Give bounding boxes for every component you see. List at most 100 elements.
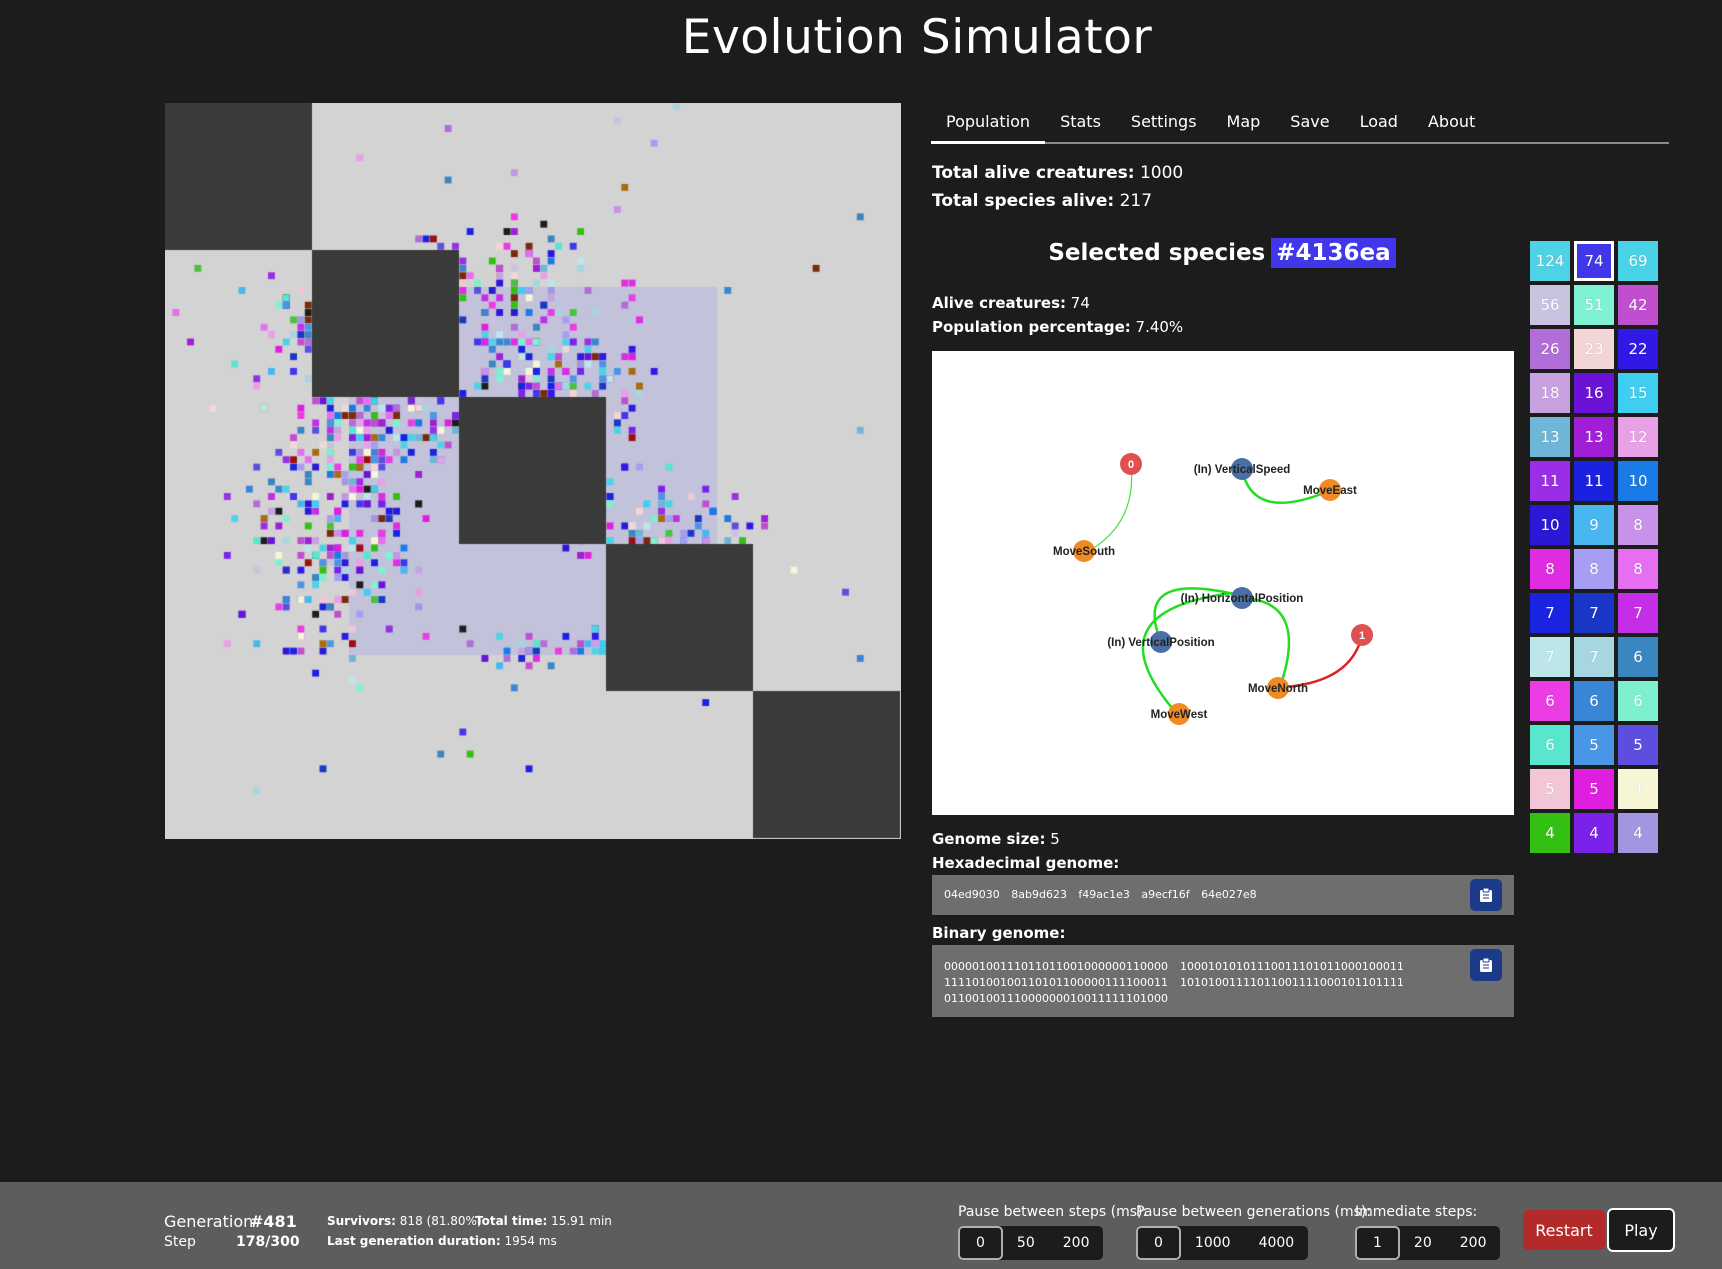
species-swatch[interactable]: 8 [1574,549,1614,589]
species-swatch[interactable]: 7 [1530,637,1570,677]
copy-binary-button[interactable] [1470,949,1502,981]
graph-node-label: MoveNorth [1248,683,1308,695]
population-percentage-stat: Population percentage: 7.40% [932,318,1183,336]
species-swatch[interactable]: 10 [1530,505,1570,545]
graph-node-label: MoveEast [1303,485,1357,497]
pause-steps-option[interactable]: 200 [1062,1235,1090,1251]
species-swatch[interactable]: 18 [1530,373,1570,413]
graph-node-output[interactable] [1267,677,1289,699]
graph-edge [1285,634,1364,689]
species-swatch[interactable]: 26 [1530,329,1570,369]
graph-node-output[interactable] [1073,540,1095,562]
graph-node-input[interactable] [1231,587,1253,609]
selected-species-title: Selected species #4136ea [932,238,1512,268]
graph-node-label: (In) VerticalSpeed [1194,464,1291,476]
species-swatch[interactable]: 124 [1530,241,1570,281]
graph-node-internal[interactable] [1351,624,1373,646]
species-swatch[interactable]: 5 [1530,769,1570,809]
binary-genome-line: 00000100111011011001000000110000 [944,960,1168,973]
species-swatch[interactable]: 56 [1530,285,1570,325]
immediate-steps-option[interactable]: 1 [1355,1226,1400,1260]
immediate-steps-option[interactable]: 200 [1459,1235,1487,1251]
species-swatch[interactable]: 8 [1618,549,1658,589]
species-swatch[interactable]: 8 [1618,505,1658,545]
alive-creatures-value: 74 [1070,294,1090,312]
species-swatch[interactable]: 6 [1530,725,1570,765]
total-species-label: Total species alive: [932,191,1115,211]
pause-generations-option[interactable]: 4000 [1258,1235,1295,1251]
tab-stats[interactable]: Stats [1060,112,1101,131]
generation-label: Generation [164,1212,254,1231]
brain-graph-svg[interactable]: 0 MoveSouth (In) VerticalSpeed MoveEast (In)… [932,351,1514,815]
tab-population[interactable]: Population [931,103,1046,144]
species-swatch[interactable]: 22 [1618,329,1658,369]
species-swatch[interactable]: 15 [1618,373,1658,413]
world-map[interactable] [165,103,901,839]
genome-size-value: 5 [1050,830,1060,848]
tab-map[interactable]: Map [1226,112,1261,131]
species-swatch[interactable]: 6 [1618,681,1658,721]
species-swatch[interactable]: 4 [1574,813,1614,853]
species-swatch[interactable]: 5 [1574,725,1614,765]
species-swatch[interactable]: 16 [1574,373,1614,413]
species-swatch[interactable]: 11 [1574,461,1614,501]
species-swatch[interactable]: 7 [1574,637,1614,677]
species-swatch[interactable]: 7 [1574,593,1614,633]
species-swatch[interactable]: 23 [1574,329,1614,369]
species-swatch[interactable]: 7 [1530,593,1570,633]
species-swatch[interactable]: 74 [1574,241,1614,281]
world-canvas[interactable] [165,103,901,839]
total-time-stat: Total time: 15.91 min [475,1214,612,1228]
tab-settings[interactable]: Settings [1130,112,1197,131]
species-swatch[interactable]: 9 [1574,505,1614,545]
immediate-steps-selector: 1 20 200 [1355,1226,1501,1260]
tab-about[interactable]: About [1427,112,1476,131]
graph-node-label: (In) VerticalPosition [1107,637,1214,649]
copy-hex-button[interactable] [1470,879,1502,911]
graph-node-output[interactable] [1319,479,1341,501]
binary-genome-line: 11110100100110101100000111100011 [944,976,1168,989]
alive-creatures-label: Alive creatures: [932,294,1066,312]
tab-save[interactable]: Save [1290,112,1330,131]
graph-node-internal[interactable] [1120,453,1142,475]
pause-steps-option[interactable]: 0 [958,1226,1003,1260]
species-swatch[interactable]: 51 [1574,285,1614,325]
graph-node-input[interactable] [1231,458,1253,480]
immediate-steps-label: Immediate steps: [1355,1204,1478,1220]
species-swatch[interactable]: 10 [1618,461,1658,501]
tab-load[interactable]: Load [1359,112,1398,131]
clipboard-icon [1480,887,1492,902]
pause-generations-option[interactable]: 1000 [1194,1235,1231,1251]
species-swatch[interactable]: 13 [1530,417,1570,457]
immediate-steps-option[interactable]: 20 [1413,1235,1432,1251]
brain-graph[interactable]: 0 MoveSouth (In) VerticalSpeed MoveEast (In)… [932,351,1514,815]
species-swatch[interactable]: 42 [1618,285,1658,325]
species-swatch[interactable]: 6 [1574,681,1614,721]
species-swatch[interactable]: 7 [1618,593,1658,633]
species-swatch[interactable]: 4 [1530,813,1570,853]
step-value: 178/300 [236,1234,300,1250]
pause-generations-selector: 0 1000 4000 [1136,1226,1309,1260]
survivors-label: Survivors: [327,1214,396,1228]
species-swatch[interactable]: 11 [1530,461,1570,501]
species-swatch[interactable]: 4 [1618,769,1658,809]
alive-creatures-stat: Alive creatures: 74 [932,294,1090,312]
play-button[interactable]: Play [1607,1208,1675,1252]
species-swatch[interactable]: 5 [1574,769,1614,809]
tab-bar: Population Stats Settings Map Save Load About [931,103,1669,144]
species-swatch[interactable]: 6 [1530,681,1570,721]
graph-node-input[interactable] [1150,631,1172,653]
graph-node-label: (In) HorizontalPosition [1181,593,1304,605]
species-swatch[interactable]: 6 [1618,637,1658,677]
species-swatch[interactable]: 12 [1618,417,1658,457]
species-swatch[interactable]: 5 [1618,725,1658,765]
species-swatch[interactable]: 13 [1574,417,1614,457]
pause-steps-option[interactable]: 50 [1016,1235,1035,1251]
restart-button[interactable]: Restart [1523,1210,1605,1250]
species-swatch[interactable]: 4 [1618,813,1658,853]
species-swatch[interactable]: 69 [1618,241,1658,281]
step-label: Step [164,1234,196,1250]
pause-generations-option[interactable]: 0 [1136,1226,1181,1260]
graph-node-output[interactable] [1168,703,1190,725]
species-swatch[interactable]: 8 [1530,549,1570,589]
